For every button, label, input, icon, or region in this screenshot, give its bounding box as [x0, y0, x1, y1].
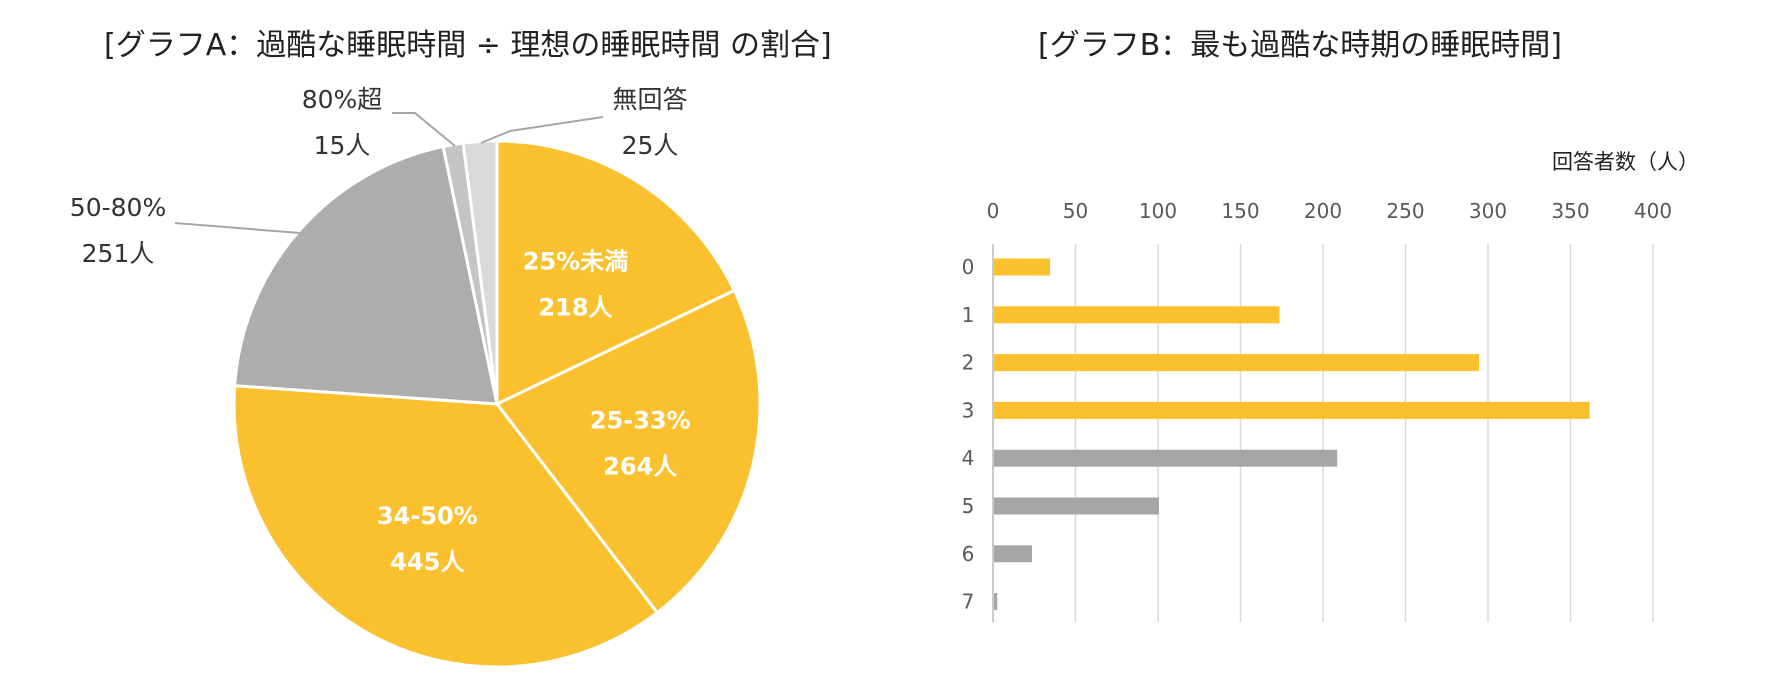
pie-slice: [495, 139, 737, 407]
category-label: 4: [962, 446, 975, 470]
x-tick-label: 100: [1139, 199, 1177, 223]
slice-label: 80%超: [302, 85, 383, 114]
chart-a-title: [グラフA：過酷な睡眠時間 ÷ 理想の睡眠時間 の割合]: [104, 28, 832, 63]
bar: [994, 545, 1032, 563]
category-label: 7: [962, 590, 975, 614]
x-tick-label: 250: [1386, 199, 1424, 223]
category-label: 5: [962, 494, 975, 518]
bar: [994, 401, 1590, 419]
slice-value-label: 251人: [82, 239, 155, 268]
chart-b-title: [グラフB：最も過酷な時期の睡眠時間]: [1038, 28, 1562, 63]
slice-label: 50-80%: [70, 193, 166, 222]
category-label: 3: [962, 398, 975, 422]
x-tick-label: 300: [1469, 199, 1507, 223]
bar: [994, 497, 1159, 515]
x-tick-label: 0: [987, 199, 1000, 223]
leader-line: [480, 116, 604, 144]
slice-value-label: 15人: [314, 131, 371, 160]
slice-label: 25-33%: [590, 406, 691, 434]
slice-label: 無回答: [612, 85, 687, 114]
pie-slice: [494, 288, 762, 615]
bar: [994, 593, 998, 611]
slice-value-label: 218人: [538, 293, 612, 321]
bar: [994, 306, 1280, 324]
chart-b-axis-label: 回答者数（人）: [1552, 150, 1699, 174]
slice-value-label: 25人: [622, 131, 679, 160]
pie-slice: [233, 144, 499, 406]
pie-slice: [461, 139, 499, 405]
x-tick-label: 400: [1634, 199, 1672, 223]
bar: [994, 449, 1338, 467]
leader-line: [392, 112, 456, 147]
category-label: 1: [962, 303, 975, 327]
bar: [994, 354, 1480, 372]
leader-line: [174, 222, 301, 234]
slice-value-label: 264人: [603, 452, 677, 480]
slice-label: 34-50%: [377, 502, 478, 530]
category-label: 2: [962, 351, 975, 375]
bar: [994, 258, 1051, 276]
x-tick-label: 150: [1221, 199, 1259, 223]
x-tick-label: 350: [1551, 199, 1589, 223]
x-tick-label: 50: [1063, 199, 1088, 223]
category-label: 6: [962, 542, 975, 566]
x-tick-label: 200: [1304, 199, 1342, 223]
slice-value-label: 445人: [390, 548, 464, 576]
slice-label: 25%未満: [523, 247, 628, 275]
category-label: 0: [962, 255, 975, 279]
pie-slice: [232, 384, 660, 669]
